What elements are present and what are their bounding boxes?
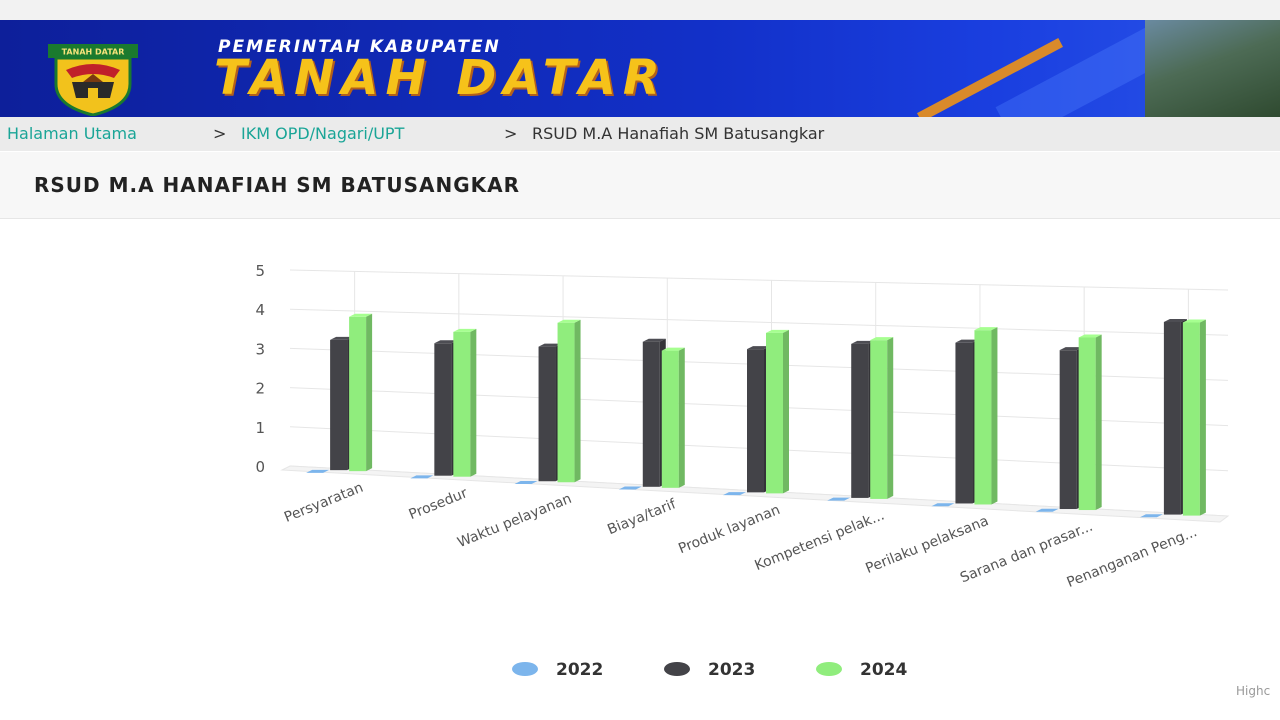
title-bar: RSUD M.A HANAFIAH SM BATUSANGKAR bbox=[0, 152, 1280, 219]
banner-photo bbox=[1145, 20, 1280, 117]
chart-credits[interactable]: Highc bbox=[1236, 684, 1271, 698]
bar-2022[interactable] bbox=[931, 503, 955, 507]
breadcrumb-separator: > bbox=[213, 124, 227, 143]
legend-label: 2023 bbox=[708, 660, 756, 680]
bar-2024[interactable] bbox=[661, 347, 685, 488]
breadcrumb-current: RSUD M.A Hanafiah SM Batusangkar bbox=[532, 124, 825, 143]
bar-2022[interactable] bbox=[306, 469, 330, 473]
x-tick-label: Produk layanan bbox=[676, 502, 782, 557]
bar-2022[interactable] bbox=[827, 497, 851, 501]
bar-2022[interactable] bbox=[1139, 514, 1163, 518]
breadcrumb-home-link[interactable]: Halaman Utama bbox=[7, 124, 137, 143]
breadcrumb: Halaman Utama > IKM OPD/Nagari/UPT > RSU… bbox=[0, 117, 1280, 151]
bar-2022[interactable] bbox=[1035, 508, 1059, 512]
site-banner: TANAH DATAR PEMERINTAH KABUPATEN TANAH D… bbox=[0, 20, 1280, 117]
logo-text: TANAH DATAR bbox=[62, 48, 125, 57]
y-tick-label: 1 bbox=[255, 419, 265, 437]
legend-marker-icon bbox=[664, 662, 690, 676]
bar-2022[interactable] bbox=[723, 492, 746, 496]
y-tick-label: 0 bbox=[255, 458, 265, 476]
legend-marker-icon bbox=[816, 662, 842, 676]
gridline-y bbox=[289, 269, 1229, 291]
regency-logo-icon[interactable]: TANAH DATAR bbox=[48, 44, 138, 116]
bar-2024[interactable] bbox=[349, 313, 373, 472]
region-name: TANAH DATAR bbox=[214, 50, 667, 106]
y-tick-label: 3 bbox=[255, 340, 265, 358]
x-tick-label: Prosedur bbox=[407, 485, 470, 523]
chart-bars bbox=[306, 313, 1206, 518]
bar-2024[interactable] bbox=[766, 329, 789, 494]
x-tick-label: Biaya/tarif bbox=[605, 496, 679, 538]
bar-2024[interactable] bbox=[1182, 319, 1206, 516]
page-title: RSUD M.A HANAFIAH SM BATUSANGKAR bbox=[34, 173, 521, 197]
y-tick-label: 2 bbox=[255, 380, 265, 398]
breadcrumb-separator: > bbox=[504, 124, 518, 143]
bar-2022[interactable] bbox=[410, 475, 434, 479]
chart-floor bbox=[280, 465, 1230, 523]
top-strip bbox=[0, 0, 1280, 20]
breadcrumb-parent-link[interactable]: IKM OPD/Nagari/UPT bbox=[241, 124, 405, 143]
bar-2022[interactable] bbox=[514, 480, 538, 484]
y-tick-label: 5 bbox=[255, 262, 265, 280]
bar-2022[interactable] bbox=[618, 486, 642, 490]
bar-2024[interactable] bbox=[974, 327, 998, 505]
gov-label: PEMERINTAH KABUPATEN bbox=[218, 37, 501, 57]
legend-marker-icon bbox=[512, 662, 538, 676]
bar-2024[interactable] bbox=[870, 337, 894, 499]
x-tick-label: Persyaratan bbox=[282, 480, 366, 526]
x-tick-label: Waktu pelayanan bbox=[455, 491, 574, 551]
legend-label: 2022 bbox=[556, 660, 604, 680]
bar-2024[interactable] bbox=[453, 328, 477, 477]
bar-2024[interactable] bbox=[1078, 334, 1102, 511]
y-tick-label: 4 bbox=[255, 301, 265, 319]
gridline-y bbox=[289, 308, 1229, 336]
bar-2024[interactable] bbox=[557, 319, 581, 483]
legend-label: 2024 bbox=[860, 660, 908, 680]
